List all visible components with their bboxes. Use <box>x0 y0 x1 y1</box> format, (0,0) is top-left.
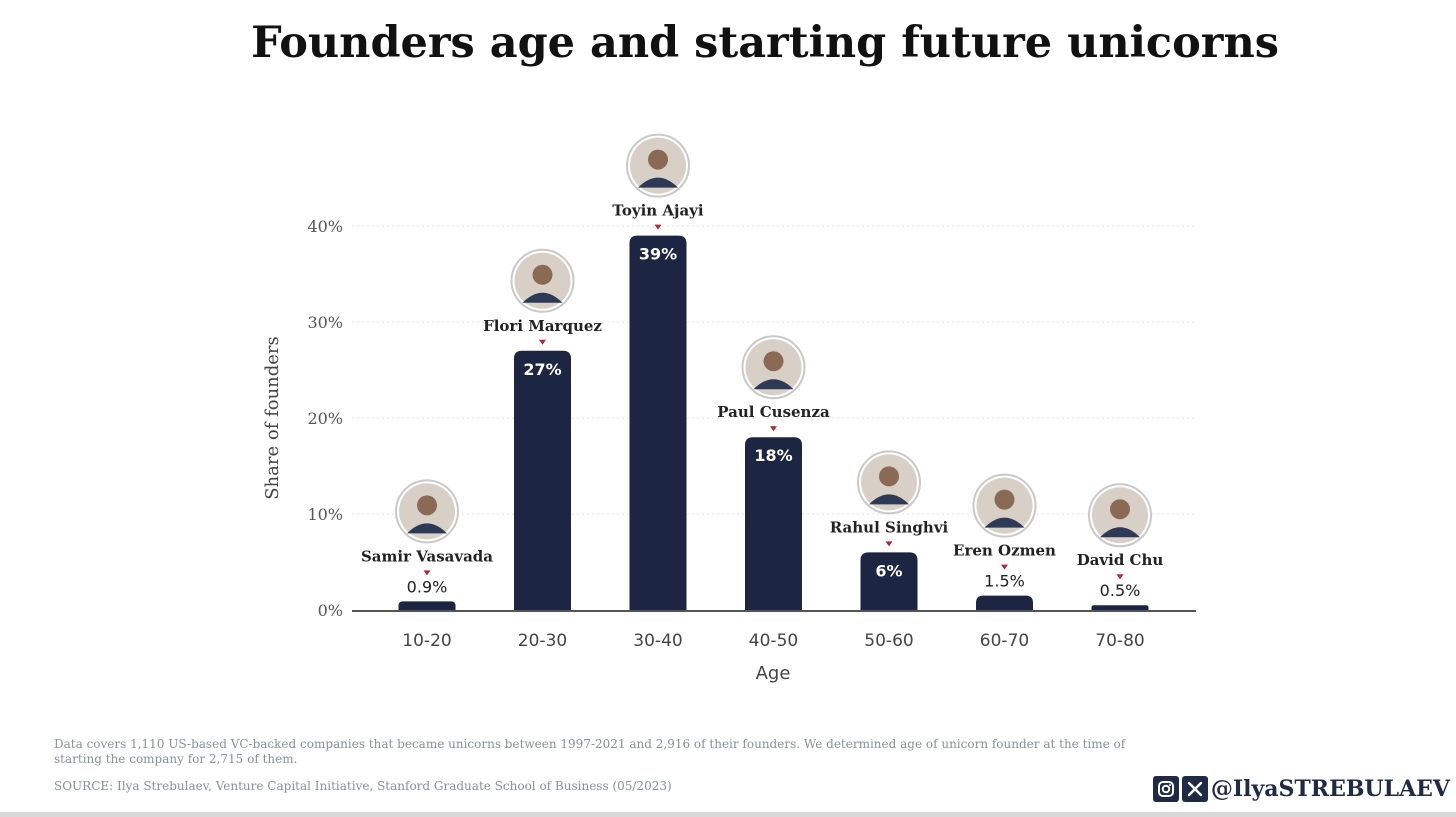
founder-name: David Chu <box>1077 551 1164 569</box>
annotation-marker <box>539 339 546 345</box>
instagram-icon[interactable] <box>1152 776 1179 802</box>
annotation-marker <box>770 426 777 432</box>
founder-name: Samir Vasavada <box>361 547 493 565</box>
bar-chart: 0% 10% 20% 30% 40% Share of founders 0.9% Samir… <box>262 133 1196 684</box>
source-note: SOURCE: Ilya Strebulaev, Venture Capital… <box>54 779 672 793</box>
founder-photo-body <box>984 517 1025 528</box>
x-icon[interactable] <box>1181 776 1208 802</box>
founder-name: Eren Ozmen <box>953 542 1056 560</box>
y-tick-label: 10% <box>307 505 343 524</box>
founder-photo-head <box>994 489 1015 510</box>
annotation-marker <box>885 541 893 547</box>
chart-title: Founders age and starting future unicorn… <box>251 18 1279 68</box>
founder-photo-head <box>532 264 553 285</box>
founder-name: Paul Cusenza <box>717 403 830 421</box>
y-axis-label: Share of founders <box>262 336 283 500</box>
y-tick-label: 40% <box>307 217 343 236</box>
founder-photo-body <box>869 494 909 505</box>
bar <box>629 235 687 610</box>
bar <box>745 437 802 610</box>
annotation-marker <box>423 570 431 576</box>
x-tick-label: 50-60 <box>864 631 913 651</box>
x-axis-label: Age <box>756 663 791 684</box>
bottom-divider <box>0 812 1456 817</box>
founder-photo-body <box>638 177 678 188</box>
annotation-marker <box>654 224 662 230</box>
y-tick-label: 20% <box>307 409 343 428</box>
y-tick-label: 0% <box>318 601 343 620</box>
x-tick-label: 30-40 <box>633 631 682 651</box>
data-label: 18% <box>754 446 792 465</box>
handle-text[interactable]: @IlyaSTREBULAEV <box>1210 776 1450 802</box>
annotation-marker <box>1116 574 1124 580</box>
bar <box>514 350 571 610</box>
founder-photo-head <box>417 495 437 516</box>
founder-name: Rahul Singhvi <box>830 518 949 536</box>
bar <box>976 595 1033 610</box>
founder-name: Flori Marquez <box>483 317 602 335</box>
x-tick-label: 10-20 <box>402 631 451 651</box>
data-label: 6% <box>875 561 902 580</box>
founder-photo-head <box>648 149 668 170</box>
bar <box>398 601 456 610</box>
y-tick-label: 30% <box>307 313 343 332</box>
founder-photo-body <box>407 523 447 534</box>
data-label: 39% <box>639 245 677 264</box>
x-tick-label: 60-70 <box>980 631 1029 651</box>
data-label: 0.9% <box>407 577 448 596</box>
founder-photo-body <box>753 379 794 390</box>
founder-name: Toyin Ajayi <box>612 202 703 220</box>
x-tick-label: 40-50 <box>749 631 798 651</box>
founder-photo-body <box>1100 527 1140 538</box>
founder-photo-body <box>522 292 563 303</box>
bar <box>860 552 918 610</box>
x-tick-label: 20-30 <box>518 631 567 651</box>
data-label: 0.5% <box>1100 581 1141 600</box>
x-tick-label: 70-80 <box>1095 631 1144 651</box>
founder-photo-head <box>1110 499 1130 520</box>
annotation-marker <box>1001 564 1008 570</box>
founder-photo-head <box>763 351 784 372</box>
data-label: 27% <box>523 360 561 379</box>
data-label: 1.5% <box>984 572 1025 591</box>
footnote: Data covers 1,110 US-based VC-backed com… <box>54 737 1126 766</box>
founder-photo-head <box>879 466 899 487</box>
bar <box>1091 605 1149 610</box>
social-handle[interactable]: @IlyaSTREBULAEV <box>1152 776 1450 802</box>
